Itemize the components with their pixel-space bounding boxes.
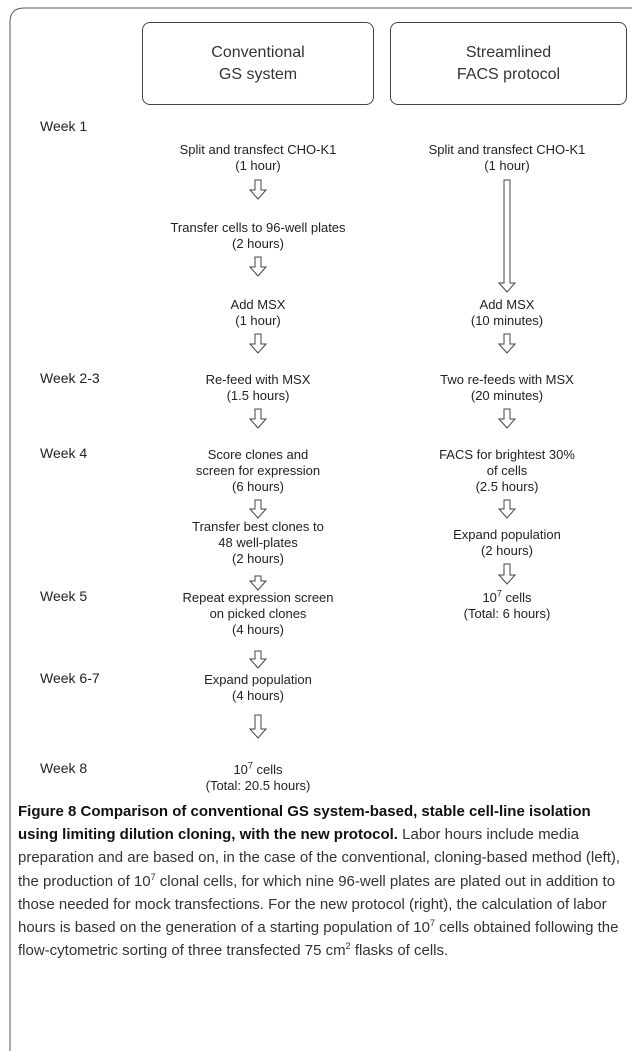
flow-arrow bbox=[497, 499, 517, 519]
flow-arrow bbox=[248, 575, 268, 591]
step-text: (1 hour) bbox=[484, 158, 530, 173]
flow-arrow bbox=[248, 714, 268, 739]
column-title-line: FACS protocol bbox=[456, 65, 561, 83]
step-text: (1 hour) bbox=[235, 313, 281, 328]
caption-text: clonal cells, for which nine 96-well pla… bbox=[18, 872, 616, 937]
step-text: Re-feed with MSX bbox=[205, 372, 311, 387]
step-text: Add MSX bbox=[230, 297, 286, 312]
result-unit: cells bbox=[252, 762, 283, 777]
flow-arrow bbox=[497, 179, 517, 293]
step-text: (4 hours) bbox=[231, 622, 285, 637]
result-total: (Total: 6 hours) bbox=[463, 606, 551, 621]
caption-text: Labor hours include media preparation an… bbox=[18, 826, 621, 890]
step-text: Expand population bbox=[453, 527, 561, 542]
step-text: (4 hours) bbox=[231, 688, 285, 703]
flow-arrow bbox=[248, 333, 268, 354]
step-text: Split and transfect CHO-K1 bbox=[428, 142, 586, 157]
result-exponent: 7 bbox=[247, 760, 253, 771]
step-text: Expand population bbox=[204, 672, 312, 687]
caption-superscript: 7 bbox=[429, 918, 435, 929]
caption-superscript: 7 bbox=[150, 871, 156, 882]
step-text: (6 hours) bbox=[231, 479, 285, 494]
step-text: (2 hours) bbox=[480, 543, 534, 558]
flow-arrow bbox=[497, 408, 517, 429]
column-title-line: GS system bbox=[218, 65, 298, 83]
step-text: (2 hours) bbox=[231, 236, 285, 251]
result-unit: cells bbox=[501, 590, 532, 605]
step-text: 48 well-plates bbox=[218, 535, 298, 550]
flow-arrow bbox=[248, 650, 268, 669]
caption-superscript: 2 bbox=[345, 941, 351, 952]
flow-arrow bbox=[248, 256, 268, 277]
week-label: Week 5 bbox=[40, 588, 88, 604]
column-title-line: Conventional bbox=[211, 43, 305, 61]
step-text: FACS for brightest 30% bbox=[439, 447, 575, 462]
step-text: Repeat expression screen bbox=[182, 590, 334, 605]
flow-arrow bbox=[248, 408, 268, 429]
week-label: Week 8 bbox=[40, 760, 88, 776]
step-text: (2.5 hours) bbox=[475, 479, 539, 494]
column-header: Conventional GS system bbox=[142, 22, 374, 105]
week-label: Week 4 bbox=[40, 445, 88, 461]
caption-title: Comparison of conventional GS system-bas… bbox=[18, 803, 591, 844]
week-label: Week 6-7 bbox=[40, 670, 100, 686]
result-exponent: 7 bbox=[496, 588, 502, 599]
step-text: Two re-feeds with MSX bbox=[440, 372, 574, 387]
step-text: Transfer cells to 96-well plates bbox=[170, 220, 346, 235]
caption-label: Figure 8 bbox=[18, 803, 77, 820]
step-text: screen for expression bbox=[195, 463, 321, 478]
frame-border bbox=[9, 7, 632, 1051]
caption-text: flasks of cells. bbox=[350, 942, 449, 960]
step-text: (10 minutes) bbox=[470, 313, 544, 328]
column-title-line: Streamlined bbox=[465, 43, 552, 61]
step-text: on picked clones bbox=[209, 606, 307, 621]
step-text: Score clones and bbox=[207, 447, 309, 462]
step-text: (1.5 hours) bbox=[226, 388, 290, 403]
step-text: of cells bbox=[486, 463, 528, 478]
result-total: (Total: 20.5 hours) bbox=[205, 778, 311, 793]
result-base: 10 bbox=[233, 762, 248, 777]
step-text: Split and transfect CHO-K1 bbox=[179, 142, 337, 157]
result-text: 107 cells bbox=[357, 588, 633, 606]
caption-body: Labor hours include media preparation an… bbox=[18, 826, 620, 959]
flow-arrow bbox=[248, 179, 268, 200]
result-text: 107 cells bbox=[108, 760, 408, 778]
week-label: Week 1 bbox=[40, 118, 88, 134]
flow-arrow bbox=[248, 499, 268, 519]
step-text: Add MSX bbox=[479, 297, 535, 312]
flow-arrow bbox=[497, 333, 517, 354]
flow-arrow bbox=[497, 563, 517, 585]
step-text: (2 hours) bbox=[231, 551, 285, 566]
step-text: Transfer best clones to bbox=[192, 519, 324, 534]
caption: Figure 8 Comparison of conventional GS s… bbox=[18, 800, 622, 962]
step-text: (20 minutes) bbox=[470, 388, 544, 403]
column-header: Streamlined FACS protocol bbox=[390, 22, 627, 105]
result-base: 10 bbox=[482, 590, 497, 605]
week-label: Week 2-3 bbox=[40, 370, 100, 386]
step-text: (1 hour) bbox=[235, 158, 281, 173]
caption-text: cells obtained following the flow-cytome… bbox=[18, 919, 619, 960]
